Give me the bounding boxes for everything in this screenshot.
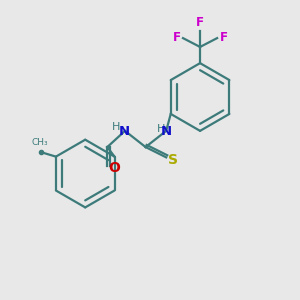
Text: O: O <box>108 161 120 175</box>
Text: F: F <box>172 31 181 44</box>
Text: S: S <box>168 153 178 167</box>
Text: F: F <box>196 16 204 29</box>
Text: H: H <box>112 122 120 132</box>
Text: F: F <box>220 31 227 44</box>
Text: H: H <box>157 124 165 134</box>
Text: CH₃: CH₃ <box>32 138 48 147</box>
Text: N: N <box>161 125 172 138</box>
Text: N: N <box>119 125 130 138</box>
